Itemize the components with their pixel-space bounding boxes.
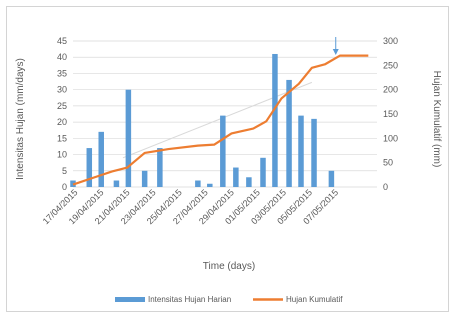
y-axis-right-label: Hujan Kumulatif (mm) [431,71,442,168]
y-left-tick-label: 20 [57,117,67,127]
rain-bar [328,170,335,187]
y-right-tick-label: 300 [383,36,398,46]
rain-bar [98,131,104,187]
y-left-tick-label: 35 [57,68,67,78]
trend-line [122,81,313,159]
y-right-tick-label: 50 [383,158,393,168]
rain-bar [195,180,201,187]
y-right-tick-label: 0 [383,182,388,192]
rain-bar [233,167,239,187]
rain-bar [86,148,93,187]
rain-bar [311,118,317,187]
y-right-tick-label: 150 [383,109,398,119]
y-right-tick-label: 250 [383,60,398,70]
rain-bar [298,115,304,187]
legend-line-label: Hujan Kumulatif [286,295,343,304]
rain-bar [260,157,266,187]
bar-series [70,53,335,187]
pointer-arrow [332,37,339,55]
rain-bar [207,183,213,187]
y-left-tick-label: 5 [62,166,67,176]
cumulative-line-series [72,54,369,186]
rain-bar [157,148,163,187]
rain-bar [141,170,148,187]
legend-bar-swatch [115,297,145,302]
y-left-tick-label: 30 [57,85,67,95]
y-right-tick-label: 100 [383,133,398,143]
pointer-arrow-head [332,49,339,55]
x-axis-ticks: 17/04/201519/04/201521/04/201523/04/2015… [41,187,340,226]
rain-bar [246,177,252,187]
y-axis-left-ticks: 0 5 10 15 20 25 30 35 40 45 [57,36,67,192]
y-left-tick-label: 25 [57,101,67,111]
legend-bar-label: Intensitas Hujan Harian [148,295,231,304]
y-left-tick-label: 40 [57,52,67,62]
chart-frame: 0 5 10 15 20 25 30 35 40 45 0 50 100 150 200 250 300 17… [6,6,449,312]
y-right-tick-label: 200 [383,85,398,95]
y-left-tick-label: 10 [57,150,67,160]
rain-bar [272,53,278,187]
cumulative-line [72,54,369,186]
rainfall-chart: 0 5 10 15 20 25 30 35 40 45 0 50 100 150 200 250 300 17… [15,36,442,304]
y-axis-left-label: Intensitas Hujan (mm/days) [15,58,26,180]
rain-bar [286,79,292,187]
rain-bar [113,180,120,187]
y-left-tick-label: 0 [62,182,67,192]
legend: Intensitas Hujan Harian Hujan Kumulatif [115,295,343,304]
y-left-tick-label: 45 [57,36,67,46]
y-left-tick-label: 15 [57,133,67,143]
rain-bar [125,89,132,187]
x-axis-label: Time (days) [203,261,255,272]
trend-line-segment [122,81,313,159]
rain-bar [220,115,226,187]
y-axis-right-ticks: 0 50 100 150 200 250 300 [383,36,398,192]
